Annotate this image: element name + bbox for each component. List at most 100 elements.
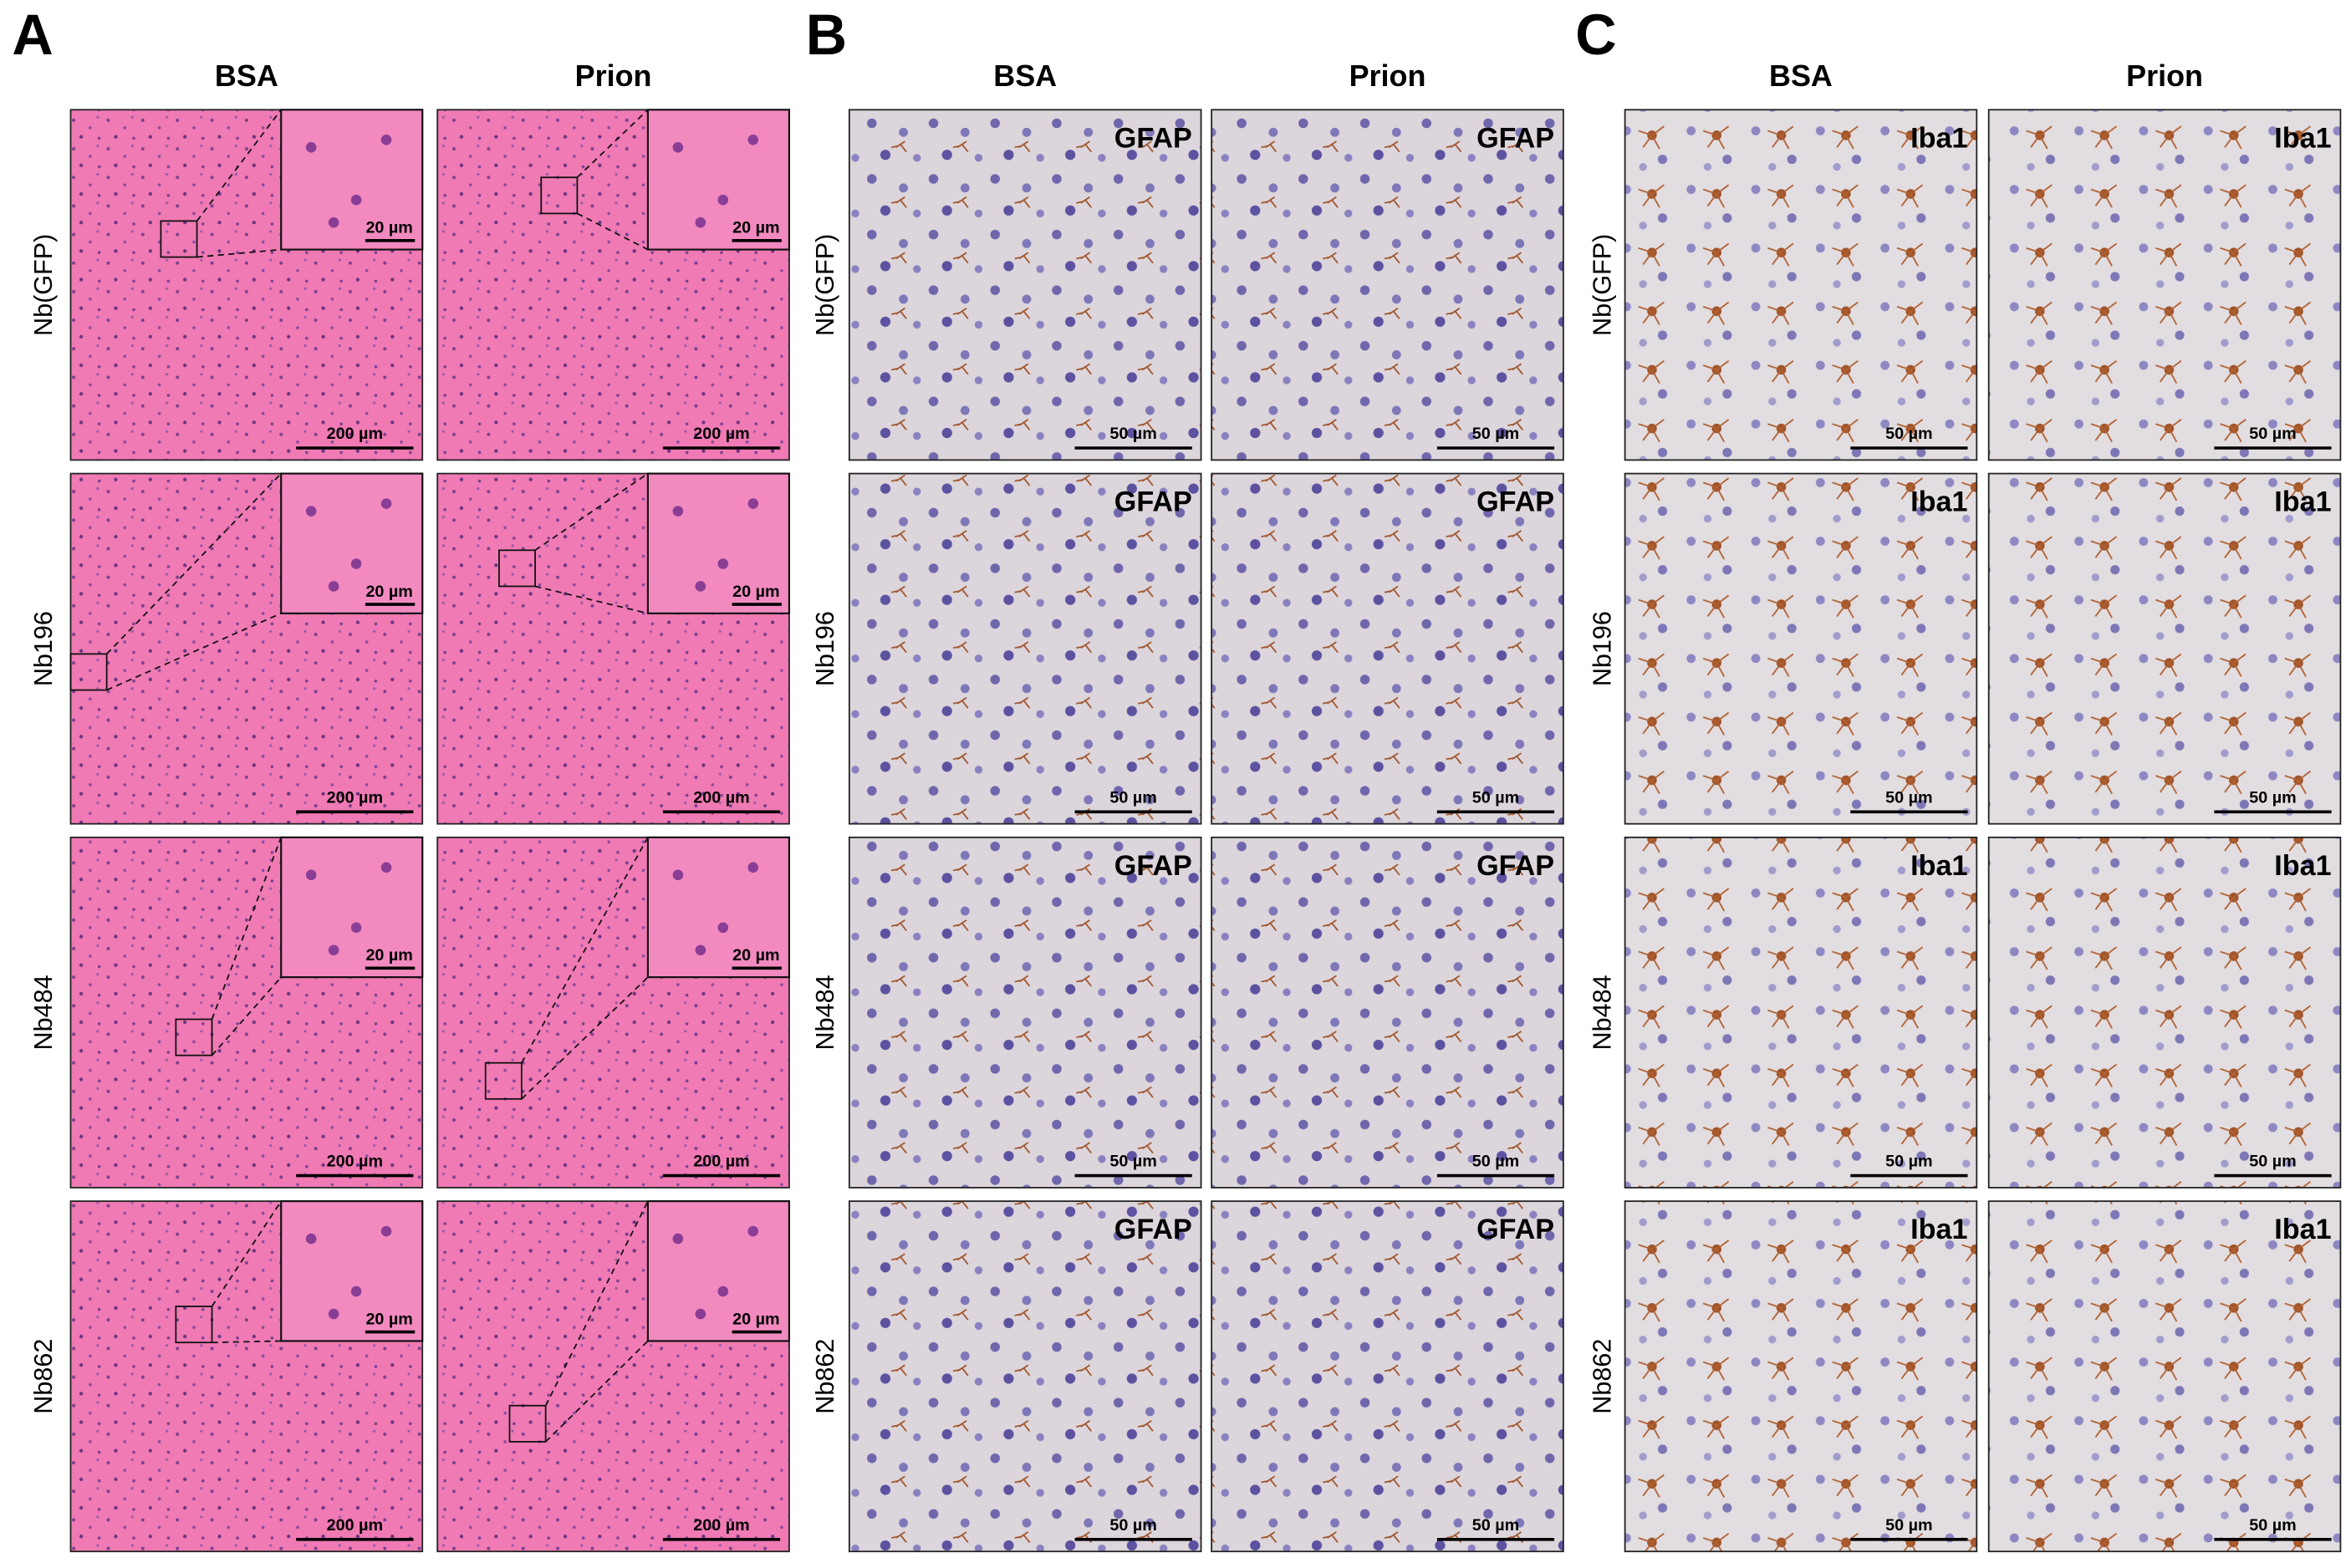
zoom-line	[212, 1340, 282, 1344]
zoom-box	[508, 1404, 547, 1443]
zoom-line	[534, 585, 649, 614]
nucleus	[305, 869, 317, 881]
nucleus	[747, 862, 759, 873]
nucleus	[305, 506, 317, 517]
inset	[280, 836, 424, 979]
inset	[646, 109, 791, 251]
micrograph	[1211, 109, 1564, 461]
stain-label: GFAP	[1476, 486, 1554, 518]
nucleus	[747, 134, 759, 145]
row-label: Nb862	[29, 1339, 58, 1414]
inset-scale-bar-label: 20 µm	[365, 1310, 412, 1328]
scale-bar-label: 50 µm	[1109, 1153, 1156, 1171]
zoom-box	[175, 1018, 213, 1056]
zoom-line	[576, 109, 649, 178]
row-label: Nb862	[811, 1339, 839, 1414]
scale-bar-label: 50 µm	[1885, 425, 1932, 443]
scale-bar-label: 50 µm	[1885, 1516, 1932, 1535]
nucleus	[747, 498, 759, 509]
scale-bar-label: 50 µm	[2249, 1516, 2296, 1535]
row-label: Nb484	[811, 975, 839, 1050]
zoom-line	[544, 1200, 649, 1407]
scale-bar-label: 200 µm	[693, 425, 749, 443]
row-label: Nb484	[29, 975, 58, 1050]
micrograph	[1624, 836, 1978, 1189]
nucleus	[717, 558, 729, 569]
nucleus	[695, 581, 706, 592]
nucleus	[672, 141, 684, 153]
micrograph	[1624, 109, 1978, 461]
stain-label: Iba1	[1910, 486, 1967, 518]
nucleus	[350, 194, 362, 206]
stain-label: GFAP	[1476, 122, 1554, 154]
micrograph	[1987, 109, 2342, 461]
nucleus	[328, 216, 339, 228]
panel-letter: A	[12, 3, 53, 67]
inset-scale-bar-label: 20 µm	[365, 583, 412, 601]
scale-bar-label: 50 µm	[1885, 1153, 1932, 1171]
column-header: BSA	[993, 59, 1057, 93]
zoom-box	[540, 176, 579, 215]
inset-scale-bar-label: 20 µm	[365, 946, 412, 965]
micrograph	[1624, 472, 1978, 825]
nucleus	[380, 1225, 392, 1237]
scale-bar-label: 50 µm	[1885, 788, 1932, 807]
nucleus	[717, 194, 729, 206]
nucleus	[747, 1225, 759, 1237]
stain-label: GFAP	[1114, 850, 1192, 882]
scale-bar-label: 50 µm	[2249, 788, 2296, 807]
scale-bar-label: 200 µm	[693, 788, 749, 807]
zoom-line	[106, 613, 282, 691]
micrograph	[1211, 472, 1564, 825]
row-label: Nb862	[1588, 1339, 1616, 1414]
stain-label: Iba1	[2274, 486, 2331, 518]
nucleus	[328, 1308, 339, 1320]
stain-label: Iba1	[2274, 122, 2331, 154]
zoom-line	[521, 976, 649, 1100]
scale-bar-label: 200 µm	[327, 1153, 383, 1171]
zoom-box	[498, 549, 536, 588]
column-header: Prion	[2126, 59, 2203, 93]
inset-scale-bar-label: 20 µm	[732, 1310, 779, 1328]
zoom-box	[175, 1306, 213, 1344]
scale-bar-label: 50 µm	[2249, 425, 2296, 443]
scale-bar-label: 50 µm	[1472, 425, 1519, 443]
scale-bar-label: 50 µm	[1109, 788, 1156, 807]
inset	[646, 836, 791, 979]
nucleus	[305, 141, 317, 153]
column-header: BSA	[1769, 59, 1833, 93]
stain-label: Iba1	[2274, 850, 2331, 882]
row-label: Nb196	[811, 611, 839, 686]
micrograph	[848, 1200, 1202, 1553]
micrograph	[848, 836, 1202, 1189]
nucleus	[672, 1233, 684, 1245]
panel-letter: C	[1575, 3, 1616, 67]
zoom-line	[577, 212, 649, 251]
stain-label: GFAP	[1476, 1214, 1554, 1245]
stain-label: Iba1	[1910, 850, 1967, 882]
row-label: Nb196	[29, 611, 58, 686]
scale-bar-label: 50 µm	[1472, 1153, 1519, 1171]
column-header: Prion	[575, 59, 652, 93]
zoom-line	[196, 109, 282, 221]
scale-bar-label: 200 µm	[327, 1516, 383, 1535]
micrograph	[1987, 1200, 2342, 1553]
nucleus	[717, 922, 729, 934]
scale-bar-label: 200 µm	[327, 788, 383, 807]
nucleus	[380, 134, 392, 145]
nucleus	[328, 581, 339, 592]
inset-scale-bar-label: 20 µm	[365, 219, 412, 237]
scale-bar-label: 200 µm	[693, 1153, 749, 1171]
micrograph	[1211, 836, 1564, 1189]
zoom-box	[160, 220, 198, 258]
nucleus	[350, 558, 362, 569]
nucleus	[672, 869, 684, 881]
inset	[280, 472, 424, 614]
zoom-line	[545, 1340, 649, 1443]
stain-label: Iba1	[1910, 1214, 1967, 1245]
zoom-line	[211, 976, 282, 1056]
nucleus	[695, 216, 706, 228]
stain-label: GFAP	[1476, 850, 1554, 882]
